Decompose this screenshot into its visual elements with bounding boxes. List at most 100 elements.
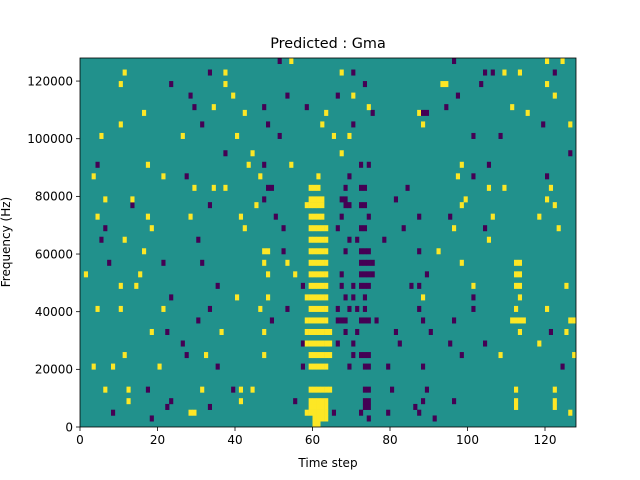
heatmap-cell — [448, 340, 453, 347]
heatmap-cell — [362, 317, 368, 324]
heatmap-cell — [366, 386, 371, 393]
heatmap-cell — [192, 184, 197, 191]
heatmap-cell — [339, 282, 344, 289]
heatmap-cell — [568, 121, 573, 128]
heatmap-cell — [285, 305, 290, 312]
heatmap-cell — [486, 184, 492, 191]
heatmap-cell — [316, 225, 321, 232]
heatmap-cell — [564, 282, 569, 289]
heatmap-cell — [207, 202, 213, 209]
heatmap-cell — [324, 271, 329, 278]
heatmap-cell — [343, 184, 348, 191]
y-tick-label: 60000 — [35, 247, 73, 261]
heatmap-cell — [335, 305, 340, 312]
heatmap-cell — [308, 398, 313, 405]
heatmap-cell — [312, 236, 317, 243]
heatmap-cell — [231, 386, 236, 393]
heatmap-cell — [316, 398, 321, 405]
heatmap-cell — [483, 225, 488, 232]
heatmap-cell — [362, 271, 368, 278]
heatmap-cell — [514, 259, 519, 266]
heatmap-cell — [308, 352, 313, 359]
heatmap-cell — [312, 271, 317, 278]
heatmap-cell — [308, 202, 313, 209]
heatmap-cell — [386, 363, 391, 370]
heatmap-cell — [238, 386, 244, 393]
y-axis-ticks: 0 20000 40000 60000 80000 100000 120000 — [27, 74, 80, 434]
heatmap-cell — [238, 398, 244, 405]
heatmap-cell — [316, 340, 321, 347]
heatmap-cell — [266, 248, 271, 255]
heatmap-cell — [452, 317, 457, 324]
heatmap-cell — [452, 58, 457, 65]
heatmap-cell — [308, 225, 313, 232]
heatmap-cell — [355, 328, 360, 335]
heatmap-cell — [359, 271, 364, 278]
heatmap-cell — [366, 161, 371, 168]
heatmap-cell — [316, 294, 321, 301]
heatmap-cell — [207, 305, 213, 312]
heatmap-cell — [122, 69, 127, 76]
heatmap-cell — [498, 132, 503, 139]
heatmap-cell — [347, 173, 352, 180]
heatmap-cell — [204, 352, 209, 359]
plot-area — [79, 57, 577, 428]
chart-title: Predicted : Gma — [270, 36, 386, 52]
heatmap-cell — [421, 363, 426, 370]
heatmap-cell — [459, 352, 464, 359]
heatmap-cell — [320, 328, 325, 335]
heatmap-cell — [130, 196, 135, 203]
heatmap-cell — [308, 294, 313, 301]
heatmap-cell — [397, 340, 402, 347]
y-tick-label: 0 — [65, 420, 73, 434]
heatmap-cell — [169, 294, 174, 301]
heatmap-cell — [308, 305, 313, 312]
y-tick-label: 100000 — [27, 132, 73, 146]
heatmap-cell — [122, 236, 127, 243]
heatmap-cell — [339, 213, 344, 220]
heatmap-cell — [211, 184, 216, 191]
heatmap-cell — [452, 225, 457, 232]
heatmap-cell — [331, 409, 337, 416]
heatmap-cell — [556, 225, 561, 232]
x-axis-ticks: 0 20 40 60 80 100 120 — [76, 427, 556, 447]
heatmap-cell — [560, 58, 565, 65]
heatmap-cell — [316, 363, 321, 370]
heatmap-cell — [165, 328, 170, 335]
heatmap-cell — [537, 340, 542, 347]
heatmap-cell — [246, 161, 251, 168]
heatmap-cell — [359, 161, 364, 168]
heatmap-cell — [347, 305, 352, 312]
heatmap-cell — [347, 236, 352, 243]
heatmap-cell — [308, 340, 313, 347]
heatmap-cell — [328, 340, 333, 347]
heatmap-cell — [498, 352, 503, 359]
heatmap-cell — [188, 213, 193, 220]
heatmap-cell — [316, 184, 321, 191]
heatmap-cell — [444, 104, 449, 111]
heatmap-cell — [258, 173, 263, 180]
heatmap-cell — [300, 363, 306, 370]
heatmap-cell — [362, 184, 368, 191]
heatmap-cell — [386, 409, 391, 416]
heatmap-cell — [339, 69, 344, 76]
heatmap-cell — [366, 363, 371, 370]
heatmap-cell — [316, 305, 321, 312]
heatmap-cell — [262, 161, 267, 168]
heatmap-cell — [207, 403, 213, 410]
heatmap-cell — [517, 271, 523, 278]
heatmap-cell — [362, 225, 368, 232]
heatmap-cell — [312, 421, 317, 428]
heatmap-cell — [362, 81, 368, 88]
heatmap-cell — [196, 317, 201, 324]
heatmap-cell — [362, 305, 368, 312]
heatmap-cell — [126, 398, 131, 405]
heatmap-cell — [95, 213, 100, 220]
heatmap-cell — [300, 282, 306, 289]
heatmap-cell — [525, 109, 530, 116]
heatmap-cell — [316, 248, 321, 255]
heatmap-cell — [316, 173, 321, 180]
heatmap-cell — [308, 184, 313, 191]
heatmap-cell — [343, 328, 348, 335]
